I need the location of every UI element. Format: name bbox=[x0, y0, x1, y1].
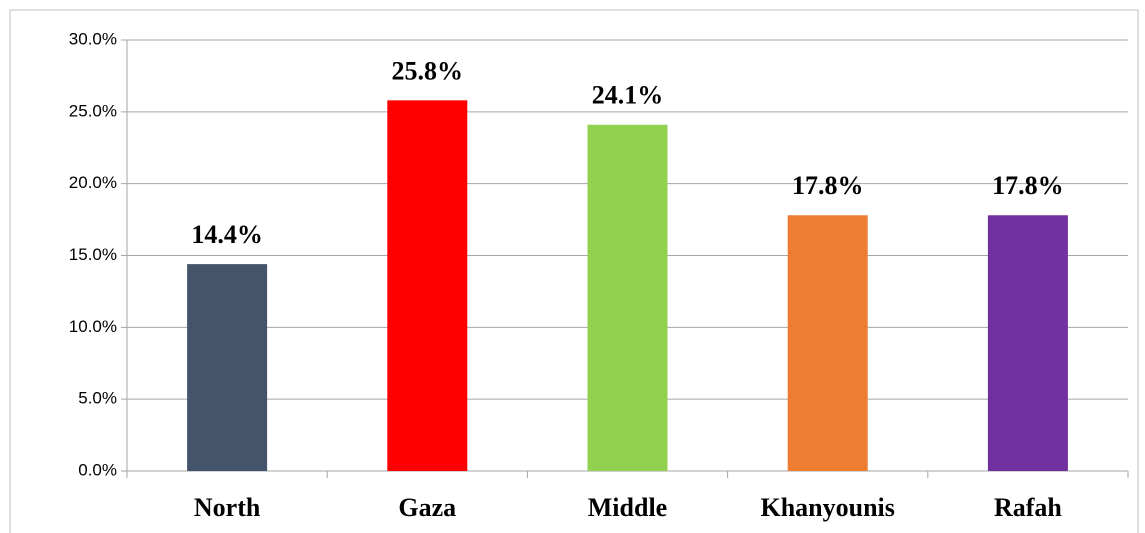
x-tick-label: Middle bbox=[588, 493, 667, 522]
x-tick-label: Khanyounis bbox=[760, 493, 894, 522]
x-tick-label: Gaza bbox=[398, 493, 456, 522]
x-tick-label: Rafah bbox=[994, 493, 1062, 522]
data-label: 14.4% bbox=[191, 220, 263, 249]
y-tick-label: 15.0% bbox=[69, 245, 117, 264]
x-tick-label: North bbox=[194, 493, 261, 522]
data-label: 17.8% bbox=[792, 171, 864, 200]
bar bbox=[587, 124, 668, 471]
bar bbox=[987, 215, 1068, 471]
chart-frame bbox=[9, 9, 1139, 533]
y-tick-label: 10.0% bbox=[69, 317, 117, 336]
y-tick-label: 25.0% bbox=[69, 101, 117, 120]
y-tick-label: 5.0% bbox=[78, 389, 117, 408]
bar bbox=[787, 215, 868, 471]
bar bbox=[387, 100, 468, 471]
data-label: 17.8% bbox=[992, 171, 1064, 200]
data-label: 24.1% bbox=[592, 81, 664, 110]
bar bbox=[187, 264, 268, 471]
y-tick-label: 30.0% bbox=[69, 29, 117, 48]
y-tick-label: 20.0% bbox=[69, 173, 117, 192]
y-tick-label: 0.0% bbox=[78, 460, 117, 479]
data-label: 25.8% bbox=[392, 56, 464, 85]
